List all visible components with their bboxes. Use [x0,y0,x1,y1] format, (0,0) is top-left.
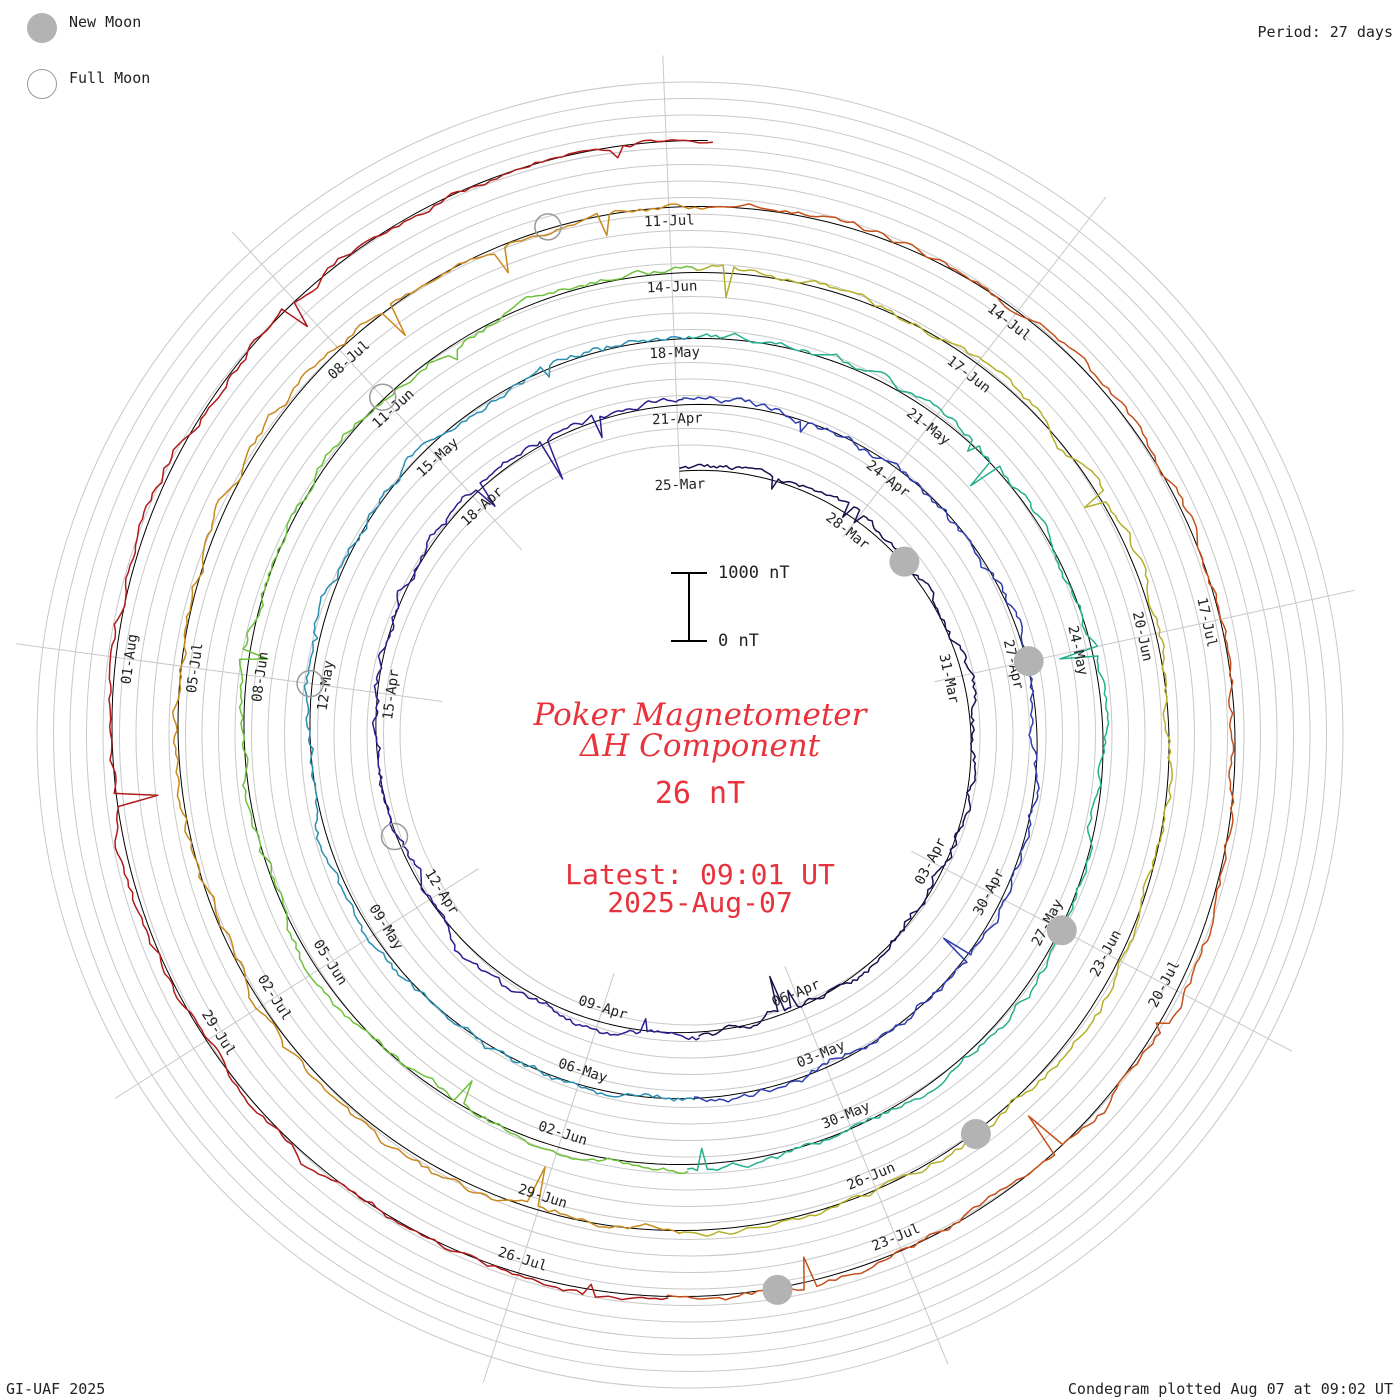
grid-circle [36,81,1344,1389]
date-label: 18-May [649,344,700,362]
grid-spoke [784,966,949,1365]
trace-segment [677,264,1173,1237]
trace-segment [666,203,1235,1301]
grid-spoke [934,589,1355,683]
grid-circle [185,230,1195,1240]
date-label: 12-May [315,660,338,712]
chart-subtitle: ΔH Component [579,728,821,764]
date-label: 15-Apr [380,668,403,720]
grid-circle [284,329,1096,1141]
chart-title: Poker Magnetometer [533,697,867,733]
grid-circle [53,98,1327,1372]
trace-segment [371,397,700,1041]
grid-circle [168,213,1212,1257]
grid-circle [119,164,1261,1306]
date-label: 21-Apr [652,410,703,428]
magnetometer-trace [108,139,1235,1301]
new-moon-marker [960,1119,991,1149]
grid-spoke [232,231,523,551]
grid-spoke [911,850,1293,1052]
grid-circle [152,197,1228,1273]
trace-segment [682,396,1040,1103]
date-label: 21-May [903,405,953,449]
grid-circle [135,180,1245,1290]
full-moon-label: Full Moon [69,69,151,87]
trace-segment [687,332,1110,1172]
grid-circle [86,131,1294,1339]
grid-circle [333,378,1047,1092]
new-moon-icon [27,13,57,43]
date-label: 08-Jul [325,337,373,383]
scale-bar [671,572,707,642]
new-moon-marker [889,546,920,577]
grid-circle [300,345,1080,1125]
grid-circles [36,81,1344,1389]
full-moon-marker [296,669,324,698]
date-label: 23-Jun [1087,927,1125,979]
grid-spoke [662,55,681,486]
grid-circle [218,263,1162,1207]
trace-segment [679,463,977,1037]
grid-circle [201,246,1179,1224]
trace-segment [171,203,708,1234]
footer-credit: GI-UAF 2025 [6,1380,106,1398]
new-moon-marker [762,1274,793,1305]
date-label: 25-Mar [654,476,705,494]
grid-spoke [114,868,479,1099]
date-label: 08-Jun [249,651,272,703]
current-value: 26 nT [654,776,746,811]
full-moon-icon [27,69,57,99]
footer-plotted: Condegram plotted Aug 07 at 09:02 UT [1067,1380,1393,1398]
latest-date: 2025-Aug-07 [607,886,793,919]
grid-circle [234,279,1146,1191]
latest-time: Latest: 09:01 UT [565,858,835,891]
date-label: 02-Jun [536,1118,589,1149]
full-moon-marker [534,213,562,241]
grid-spoke [842,196,1107,538]
new-moon-marker [1013,646,1044,677]
date-label: 24-Apr [863,457,913,501]
trace-segment [303,335,696,1102]
scale-top-label: 1000 nT [718,563,790,583]
legend-full-moon: Full Moon [27,69,150,99]
legend-new-moon: New Moon [27,13,141,43]
grid-circle [317,362,1063,1108]
date-label: 05-Jul [184,642,207,694]
date-label: 14-Jul [984,301,1034,345]
grid-circle [102,147,1278,1323]
date-label: 18-Apr [458,484,506,530]
new-moon-label: New Moon [69,13,142,31]
grid-circle [366,411,1014,1059]
new-moon-marker [1046,915,1077,946]
date-label: 09-Apr [576,993,629,1024]
date-label: 15-May [414,435,462,481]
grid-spokes [16,55,1355,1383]
period-label: Period: 27 days [1257,23,1393,41]
grid-circle [383,428,997,1042]
moon-markers [296,213,1077,1305]
date-label: 14-Jun [647,278,698,296]
date-label: 17-Jun [944,353,994,397]
full-moon-marker [368,383,397,411]
scale-bottom-label: 0 nT [718,631,759,651]
grid-circle [251,296,1129,1174]
grid-circle [267,312,1113,1158]
full-moon-marker [380,822,409,851]
grid-circle [399,444,981,1026]
date-label: 01-Aug [118,633,141,685]
trace-segment [108,139,713,1301]
trace-segment [238,265,698,1175]
date-label: 20-Jul [1146,958,1184,1010]
grid-spoke [16,643,443,702]
grid-circle [69,114,1311,1356]
grid-spoke [482,973,615,1383]
date-label: 11-Jul [644,212,695,230]
